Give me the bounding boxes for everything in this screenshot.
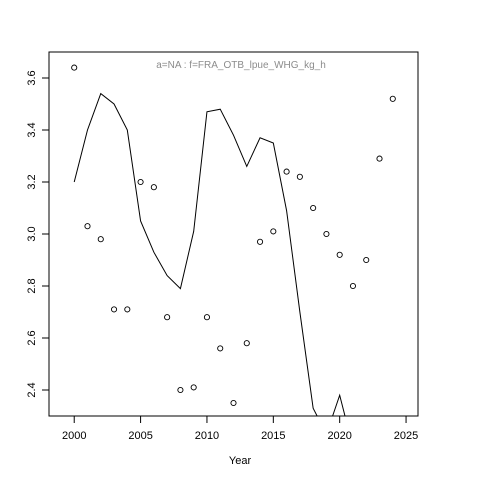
data-point [349,282,357,290]
data-point [230,399,237,407]
x-axis: 2000 2005 2010 2015 2020 2025 [62,416,418,442]
data-point [336,251,343,258]
data-point [310,204,317,212]
data-point [323,230,330,238]
chart-annotation: a=NA : f=FRA_OTB_lpue_WHG_kg_h [156,60,326,71]
data-point [283,168,290,175]
data-point [71,64,78,71]
data-point [270,228,277,235]
plot-frame [48,51,419,417]
data-point [376,155,383,162]
x-axis-title: Year [229,455,252,467]
data-point [84,223,91,230]
data-point [203,314,211,321]
fitted-line [73,92,346,416]
y-tick-label: 3.0 [26,226,38,241]
data-point [389,95,396,102]
data-point [137,178,144,186]
data-point [124,306,131,313]
y-tick-label: 3.4 [26,122,38,137]
y-tick-label: 2.6 [26,330,38,345]
data-point [256,238,264,245]
data-point [177,386,184,394]
y-axis: 2.4 2.6 2.8 3.0 3.2 3.4 3.6 [26,70,49,398]
x-tick-label: 2020 [327,430,351,442]
data-point [243,340,250,347]
data-point [97,236,104,243]
y-tick-label: 2.8 [26,278,38,293]
data-point [190,384,197,391]
data-point [164,314,171,321]
data-point [150,184,157,191]
x-tick-label: 2000 [62,430,86,442]
data-point [217,345,224,352]
x-tick-label: 2025 [394,430,418,442]
data-point [296,173,303,180]
data-point [363,256,370,264]
x-tick-label: 2005 [128,430,152,442]
y-tick-label: 2.4 [26,382,38,397]
y-tick-label: 3.2 [26,174,38,189]
x-tick-label: 2015 [261,430,285,442]
y-tick-label: 3.6 [26,70,38,85]
series-layer [71,64,396,416]
x-tick-label: 2010 [195,430,219,442]
data-point [110,306,118,313]
